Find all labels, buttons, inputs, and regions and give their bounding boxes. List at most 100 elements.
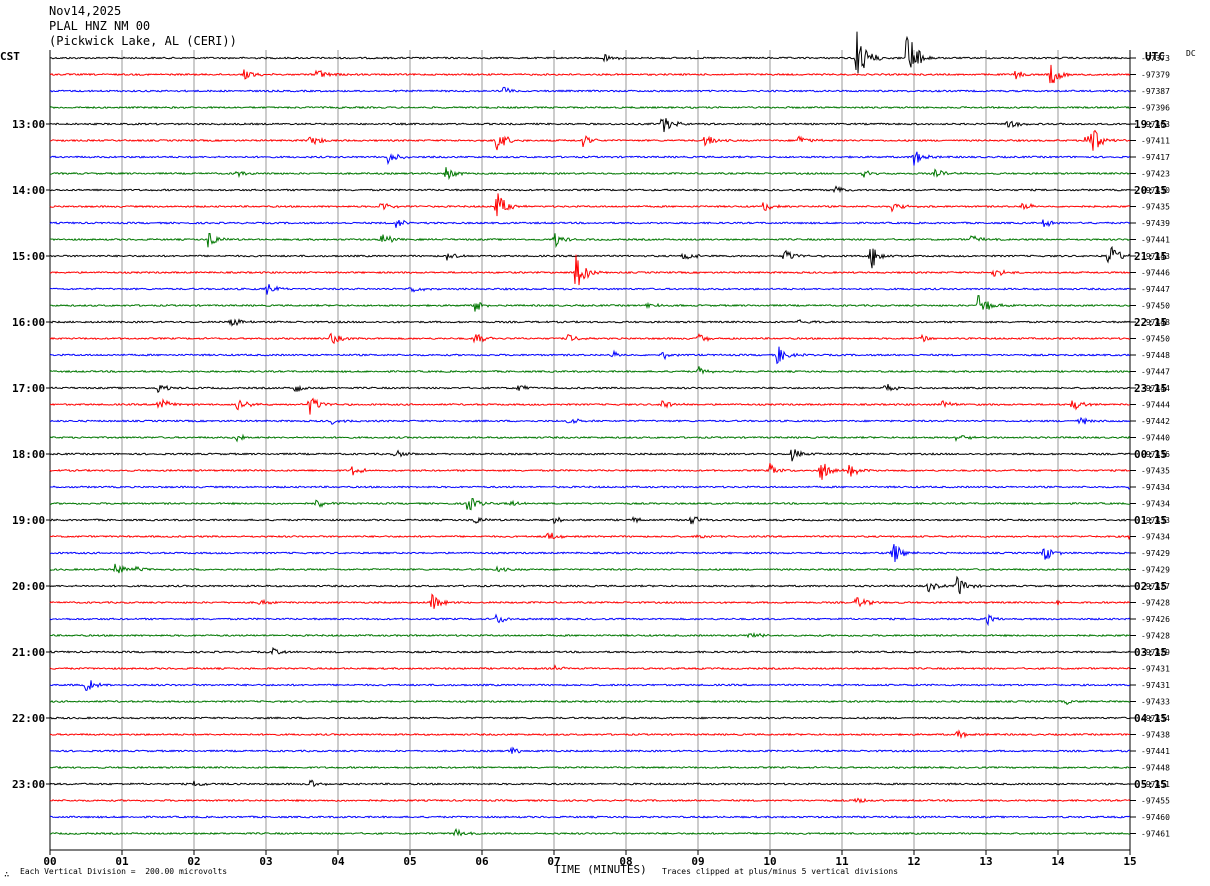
dc-offset-label: -97441: [1141, 747, 1170, 756]
left-hour-label: 16:00: [12, 316, 45, 329]
seismic-trace: [49, 64, 1131, 84]
x-tick-label: 12: [907, 855, 920, 868]
seismic-trace: [49, 433, 1131, 443]
seismic-trace: [49, 716, 1131, 720]
seismic-trace: [50, 284, 1131, 295]
left-hour-label: 23:00: [12, 778, 45, 791]
dc-offset-label: -97447: [1141, 368, 1170, 377]
dc-offset-label: -97443: [1141, 252, 1170, 261]
dc-offset-label: -97434: [1141, 500, 1170, 509]
right-hour-label: 19:15: [1134, 118, 1167, 131]
dc-offset-label: -97438: [1141, 731, 1170, 740]
x-tick-label: 07: [547, 855, 560, 868]
dc-offset-label: -97433: [1141, 516, 1170, 525]
seismic-trace: [49, 664, 1131, 671]
dc-offset-label: -97448: [1141, 764, 1170, 773]
dc-offset-label: -97441: [1141, 236, 1170, 245]
seismic-trace: [49, 295, 1131, 312]
seismic-trace: [49, 318, 1131, 327]
dc-offset-label: -97460: [1141, 813, 1170, 822]
dc-offset-label: -97435: [1141, 203, 1170, 212]
seismic-trace: [49, 254, 1131, 286]
x-tick-label: 09: [691, 855, 704, 868]
dc-offset-label: -97442: [1141, 417, 1170, 426]
right-hour-label: 23:15: [1134, 382, 1167, 395]
dc-offset-label: -97448: [1141, 318, 1170, 327]
dc-offset-label: -97429: [1141, 549, 1170, 558]
dc-offset-label: -97379: [1141, 71, 1170, 80]
seismic-trace: [49, 485, 1131, 490]
seismic-trace: [49, 118, 1131, 133]
seismic-trace: [49, 219, 1131, 228]
seismic-trace: [49, 332, 1131, 345]
dc-offset-label: -97444: [1141, 401, 1170, 410]
x-tick-label: 05: [403, 855, 416, 868]
dc-offset-label: -97396: [1141, 104, 1170, 113]
right-hour-label: 01:15: [1134, 514, 1167, 527]
right-hour-label: 05:15: [1134, 778, 1167, 791]
right-timezone-label: UTC: [1145, 50, 1165, 63]
dc-offset-label: -97387: [1141, 87, 1170, 96]
dc-offset-label: -97430: [1141, 186, 1170, 195]
seismic-trace: [49, 86, 1131, 93]
seismic-trace: [49, 532, 1131, 541]
x-tick-label: 14: [1051, 855, 1065, 868]
left-hour-label: 13:00: [12, 118, 45, 131]
seismic-trace: [49, 575, 1131, 595]
dc-offset-label: -97423: [1141, 170, 1170, 179]
seismic-trace: [49, 449, 1131, 462]
seismic-trace: [49, 729, 1131, 740]
dc-offset-label: -97461: [1141, 830, 1170, 839]
seismic-trace: [49, 384, 1131, 394]
dc-offset-label: -97428: [1141, 599, 1170, 608]
seismic-trace: [49, 680, 1131, 691]
seismic-trace: [49, 185, 1131, 194]
seismic-trace: [49, 765, 1131, 770]
right-hour-label: 04:15: [1134, 712, 1167, 725]
plot-date: Nov14,2025: [49, 4, 122, 18]
seismic-trace: [49, 167, 1131, 181]
dc-offset-label: -97434: [1141, 533, 1170, 542]
clip-note: Traces clipped at plus/minus 5 vertical …: [662, 867, 899, 876]
seismic-trace: [49, 516, 1131, 525]
dc-offset-label: -97439: [1141, 219, 1170, 228]
dc-offset-label: -97411: [1141, 137, 1170, 146]
seismic-trace: [49, 193, 1131, 217]
dc-offset-label: -97373: [1141, 54, 1170, 63]
left-hour-label: 20:00: [12, 580, 45, 593]
seismic-trace: [49, 827, 1131, 837]
seismic-trace: [49, 129, 1131, 151]
dc-offset-label: -97436: [1141, 450, 1170, 459]
seismic-trace: [49, 779, 1131, 788]
seismic-trace: [49, 613, 1131, 627]
x-tick-label: 01: [115, 855, 129, 868]
seismic-trace: [49, 31, 1131, 74]
dc-offset-label: -97429: [1141, 566, 1170, 575]
dc-offset-label: -97444: [1141, 384, 1170, 393]
left-hour-label: 15:00: [12, 250, 45, 263]
seismic-trace: [49, 416, 1131, 425]
dc-offset-label: -97455: [1141, 797, 1170, 806]
seismic-trace: [49, 746, 1131, 754]
dc-offset-label: -97426: [1141, 615, 1170, 624]
right-hour-label: 22:15: [1134, 316, 1167, 329]
scale-note: Each Vertical Division = 200.00 microvol…: [20, 867, 228, 876]
seismic-trace: [49, 346, 1131, 365]
dc-offset-label: -97440: [1141, 434, 1170, 443]
x-tick-label: 13: [979, 855, 992, 868]
dc-offset-label: -97435: [1141, 467, 1170, 476]
dc-offset-label: -97450: [1141, 302, 1170, 311]
seismic-trace: [49, 366, 1131, 375]
x-tick-label: 06: [475, 855, 489, 868]
dc-offset-label: -97433: [1141, 698, 1170, 707]
seismic-trace: [49, 797, 1131, 804]
dc-offset-label: -97417: [1141, 153, 1170, 162]
seismic-trace: [49, 397, 1131, 415]
seismic-trace: [49, 815, 1131, 819]
dc-offset-label: -97434: [1141, 483, 1170, 492]
x-tick-label: 15: [1123, 855, 1136, 868]
seismic-trace: [49, 699, 1131, 706]
x-tick-label: 04: [331, 855, 345, 868]
dc-offset-label: -97446: [1141, 269, 1170, 278]
